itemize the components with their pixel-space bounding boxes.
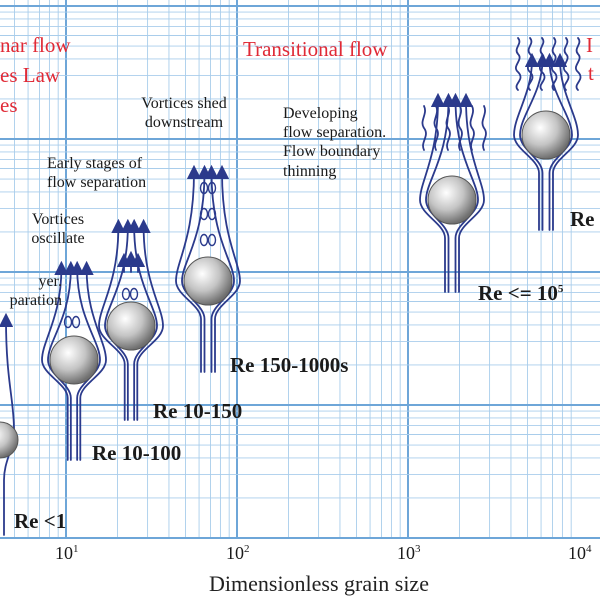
re-10-150-vortex (121, 287, 131, 301)
transitional-regime-label: Transitional flow (243, 37, 388, 61)
laminar-regime-label-3: es (0, 93, 18, 117)
re-10-150-streamline (98, 218, 126, 421)
laminar-regime-label-2: es Law (0, 63, 61, 87)
re-10-100-streamline (69, 260, 101, 461)
turbulent-wake (539, 37, 546, 91)
re-lt1-sphere (0, 421, 19, 459)
re-150-1000s-label: Re 150-1000s (230, 353, 349, 377)
re-le-1e5-streamline (458, 92, 485, 293)
turbulent-streamline (542, 52, 573, 231)
re-150-1000s-vortex (199, 233, 209, 247)
x-tick-label-10-1: 101 (55, 543, 79, 563)
turbulent-sphere (521, 110, 571, 160)
re-10-100-vortex (71, 315, 81, 329)
re-150-1000s-vortex (207, 207, 217, 221)
turbulent-wake (551, 37, 558, 91)
re-le-1e5-sphere (427, 175, 477, 225)
laminar-regime-label-1: nar flow (0, 33, 71, 57)
re-150-1000s-sphere (183, 256, 233, 306)
re-le-1e5-wake (433, 105, 439, 151)
turbulent-streamline (519, 52, 550, 231)
turbulent-wake (563, 37, 570, 91)
turbulent-regime-label-1: I (586, 33, 593, 57)
x-tick-label-10-3: 103 (397, 543, 421, 563)
re-10-150-sphere (106, 301, 156, 351)
re-10-100-streamline (79, 260, 107, 461)
re-10-100-vortex (63, 315, 73, 329)
vortices-oscillate-note: Vortices oscillate (31, 211, 85, 248)
turbulent-wake (575, 37, 582, 91)
re-le-1e5-wake (421, 105, 427, 151)
re-10-100-label: Re 10-100 (92, 441, 182, 465)
re-le-1e5-streamline (419, 92, 446, 293)
turbulent-wake (515, 37, 522, 91)
re-10-150-vortex (129, 287, 139, 301)
re-10-100-streamline (47, 260, 79, 461)
re-lt-1-label: Re <1 (14, 509, 67, 533)
re-le-1e5-wake (481, 105, 487, 151)
re-10-150-label: Re 10-150 (153, 399, 243, 423)
re-le-1e5-wake (445, 105, 451, 151)
re-150-1000s-vortex (199, 181, 209, 195)
re-150-1000s-streamline (204, 164, 235, 373)
turbulent-regime-label-2: t (588, 61, 594, 85)
vortices-shed-note: Vortices shed downstream (141, 95, 227, 132)
x-tick-label-10-4: 104 (568, 543, 592, 563)
re-150-1000s-vortex (199, 207, 209, 221)
re-150-1000s-streamline (175, 164, 202, 373)
early-separation-note: Early stages of flow separation (47, 155, 147, 192)
re-150-1000s-streamline (181, 164, 212, 373)
turbulent-streamline (552, 52, 579, 231)
re-150-1000s-vortex (207, 181, 217, 195)
re-le-1e5-wake (457, 105, 463, 151)
re-turbulent-label: Re (570, 207, 595, 231)
re-10-150-streamline (136, 218, 164, 421)
re-le-1e5-streamline (425, 92, 456, 293)
re-150-1000s-streamline (214, 164, 241, 373)
re-le-1e5-label: Re <= 105 (478, 281, 564, 305)
developing-separation-note: Developing flow separation. Flow boundary… (283, 105, 387, 180)
turbulent-wake (527, 37, 534, 91)
x-axis-title: Dimensionless grain size (209, 571, 429, 596)
re-150-1000s-vortex (207, 233, 217, 247)
re-10-100-sphere (49, 335, 99, 385)
re-10-100-streamline (41, 260, 69, 461)
boundary-layer-note: yer. paration (9, 273, 62, 310)
re-le-1e5-wake (469, 105, 475, 151)
x-tick-label-10-2: 102 (226, 543, 250, 563)
